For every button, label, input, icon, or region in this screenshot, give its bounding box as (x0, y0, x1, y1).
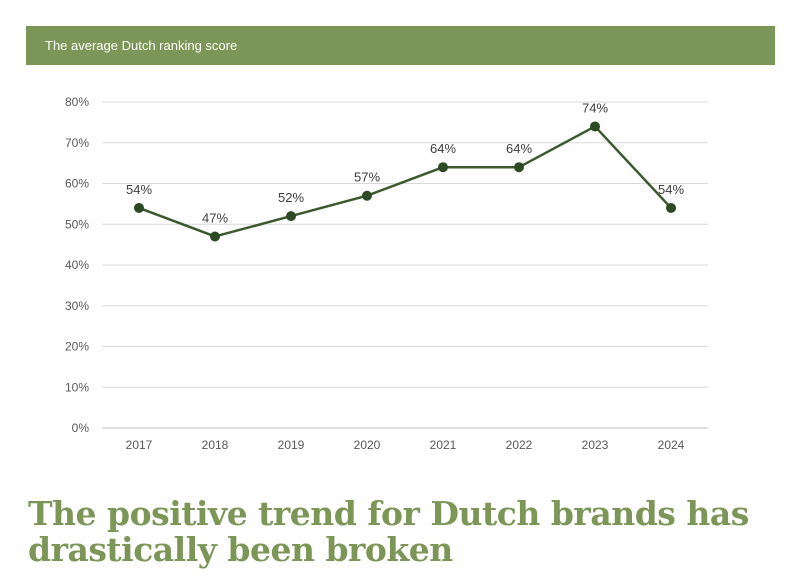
data-label: 64% (506, 141, 532, 156)
data-point (134, 202, 144, 213)
data-point (514, 162, 524, 173)
chart-title-bar: The average Dutch ranking score (26, 26, 775, 65)
x-tick-label: 2022 (506, 438, 533, 452)
data-label: 64% (430, 141, 456, 156)
data-label: 74% (582, 100, 608, 115)
data-label: 52% (278, 190, 304, 205)
y-tick-label: 20% (65, 340, 89, 354)
data-point (210, 231, 220, 242)
y-tick-label: 60% (65, 177, 89, 191)
x-tick-label: 2019 (278, 438, 305, 452)
x-tick-label: 2018 (202, 438, 229, 452)
data-point (438, 162, 448, 173)
y-tick-label: 0% (72, 421, 90, 435)
y-tick-label: 40% (65, 258, 89, 272)
x-tick-label: 2020 (354, 438, 381, 452)
series-line (138, 125, 672, 238)
x-tick-label: 2023 (582, 438, 609, 452)
y-tick-label: 10% (65, 380, 89, 394)
data-point (286, 211, 296, 222)
y-tick-label: 50% (65, 217, 89, 231)
data-point (666, 202, 676, 213)
data-point (362, 190, 372, 201)
y-tick-label: 80% (65, 95, 89, 109)
data-point (590, 121, 600, 132)
y-tick-label: 30% (65, 299, 89, 313)
headline-line-2: drastically been broken (28, 530, 453, 569)
data-label: 57% (354, 170, 380, 185)
headline-line-1: The positive trend for Dutch brands has (28, 494, 749, 533)
y-tick-label: 70% (65, 136, 89, 150)
x-tick-label: 2024 (658, 438, 685, 452)
x-tick-label: 2017 (126, 438, 153, 452)
data-label: 54% (126, 182, 152, 197)
line-chart: 0% 10% 20% 30% 40% 50% 60% 70% 80% 2017 2018 2019 20… (65, 95, 708, 452)
data-label: 47% (202, 210, 228, 225)
x-tick-label: 2021 (430, 438, 457, 452)
data-label: 54% (658, 182, 684, 197)
headline: The positive trend for Dutch brands has … (28, 496, 788, 568)
chart-title: The average Dutch ranking score (45, 38, 238, 53)
